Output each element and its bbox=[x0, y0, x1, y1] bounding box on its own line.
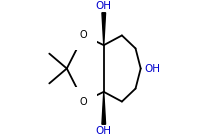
Polygon shape bbox=[102, 92, 106, 124]
Text: OH: OH bbox=[145, 64, 160, 73]
Text: O: O bbox=[79, 97, 87, 107]
Polygon shape bbox=[102, 13, 106, 45]
Text: OH: OH bbox=[96, 125, 112, 135]
Text: OH: OH bbox=[96, 2, 112, 12]
Text: O: O bbox=[79, 30, 87, 40]
